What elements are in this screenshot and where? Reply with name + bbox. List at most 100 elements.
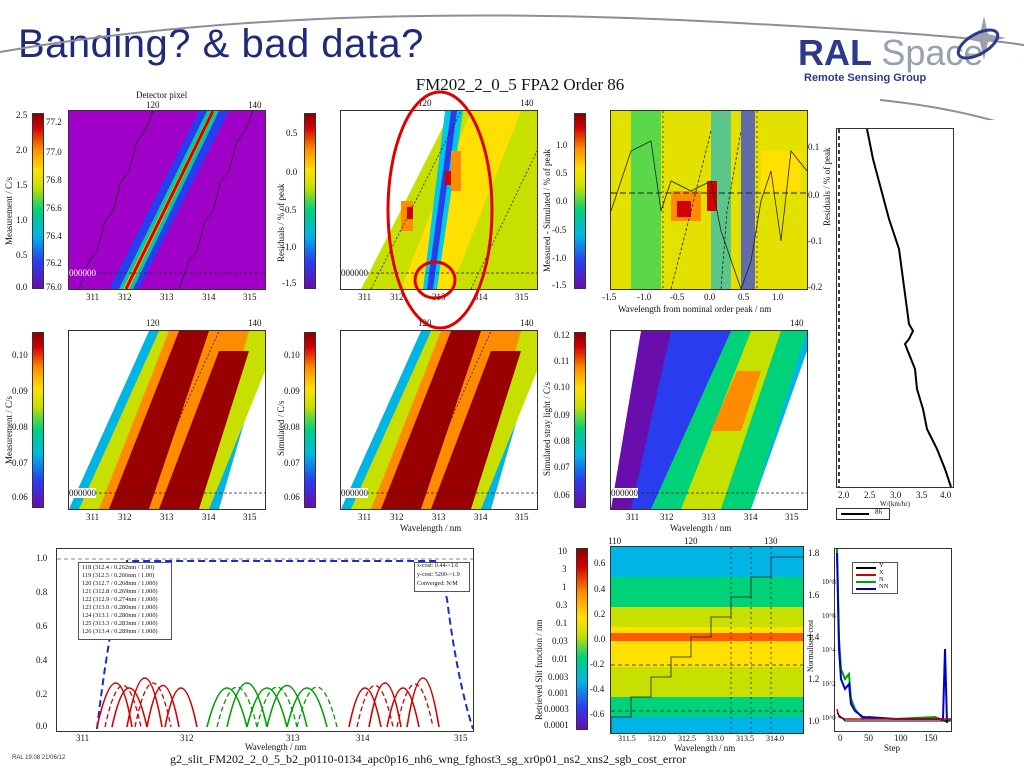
p1-colorbar <box>32 113 44 289</box>
side-legend-line <box>841 513 869 515</box>
retrieved-cbar-tick-8: 0.003 <box>548 672 569 682</box>
logo-subtitle: Remote Sensing Group <box>804 72 927 84</box>
side-y-tick-3: -0.1 <box>808 236 823 246</box>
p2-cbar-tick-4: -1.0 <box>282 242 297 252</box>
retrieved-cbar-tick-11: 0.0001 <box>544 720 569 730</box>
slit-y-tick-2: 0.8 <box>36 587 48 597</box>
retrieved-cbar-tick-7: 0.01 <box>552 654 568 664</box>
p4-x-tick-315: 315 <box>243 512 257 522</box>
retrieved-x-tick-4: 313.0 <box>706 734 724 743</box>
slit-y-tick-5: 0.2 <box>36 689 48 699</box>
slit-x-tick-2: 312 <box>180 733 194 743</box>
slit-legend-row-2: 119 (312.5 / 0.266nm / 1.00) <box>82 572 155 579</box>
p6-cbar-tick-7: 0.06 <box>554 490 570 500</box>
p1-echelle-tick-4: 76.6 <box>46 203 62 213</box>
p2-pixel-tick-120: 120 <box>418 98 432 108</box>
p4-x-tick-314: 314 <box>202 512 216 522</box>
annotation-ellipses <box>386 90 494 330</box>
retrieved-cbar-tick-9: 0.001 <box>548 688 569 698</box>
p3-cbar-tick-4: -0.5 <box>552 225 567 235</box>
slit-info-box: x-cost: 0.44->1.6 y-cost: 5200->1.9 Conv… <box>414 562 470 592</box>
p1-cbar-tick-1: 2.5 <box>16 110 28 120</box>
slit-legend-box: 118 (312.4 / 0.262nm / 1.00) 119 (312.5 … <box>78 562 172 640</box>
slit-info-ycost: y-cost: 5200->1.9 <box>417 572 460 578</box>
p5-x-tick-315: 315 <box>515 512 529 522</box>
slit-legend-row-3: 120 (312.7 / 0.268nm / 1.000) <box>82 580 158 587</box>
p4-x-tick-312: 312 <box>118 512 132 522</box>
p6-cbar-tick-6: 0.07 <box>554 462 570 472</box>
title-swoosh <box>0 14 1024 120</box>
p3-x-tick-5: 0.5 <box>738 292 750 302</box>
slit-info-converged: Converged: N/M <box>417 581 458 587</box>
p2-x-tick-311: 311 <box>358 292 372 302</box>
slit-xlabel: Wavelength / nm <box>245 742 307 752</box>
side-xlabel: W/(km/hr) <box>880 500 910 508</box>
p3-cbar-tick-1: 1.0 <box>556 140 568 150</box>
p3-xlabel: Wavelength from nominal order peak / nm <box>618 304 772 314</box>
cost-left-tick-1: 1.8 <box>808 548 820 558</box>
cost-log-tick-3: 10^4 <box>822 646 836 654</box>
p5-row-marker-left: 000000 <box>341 488 368 498</box>
slit-legend-row-1: 118 (312.4 / 0.262nm / 1.00) <box>82 564 155 571</box>
cost-x-tick-1: 0 <box>838 733 843 743</box>
p3-x-tick-6: 1.0 <box>772 292 784 302</box>
retrieved-cbar-tick-4: 0.3 <box>556 600 568 610</box>
cost-left-tick-4: 1.2 <box>808 674 820 684</box>
slit-legend-row-5: 122 (312.9 / 0.274nm / 1.000) <box>82 596 158 603</box>
cost-legend: Y X N NN <box>852 562 898 594</box>
p3-difference-map <box>610 110 808 290</box>
p5-xlabel: Wavelength / nm <box>400 523 462 533</box>
p1-echelle-tick-3: 76.8 <box>46 175 62 185</box>
retrieved-cbar-tick-2: 3 <box>562 564 567 574</box>
cost-log-tick-4: 10^2 <box>822 680 836 688</box>
timestamp-stamp: RAL 19:08 21/06/12 <box>12 755 66 761</box>
cost-log-tick-5: 10^0 <box>822 714 836 722</box>
retrieved-ylabel: Retrieved Slit function / nm <box>534 619 544 721</box>
slit-legend-row-4: 121 (312.8 / 0.269nm / 1.000) <box>82 588 158 595</box>
p3-cbar-tick-5: -1.0 <box>552 253 567 263</box>
side-y-tick-1: 0.1 <box>808 142 820 152</box>
slit-info-xcost: x-cost: 0.44->1.6 <box>417 563 459 569</box>
p6-xlabel: Wavelength / nm <box>670 523 732 533</box>
slit-x-tick-4: 314 <box>356 733 370 743</box>
p1-x-tick-311: 311 <box>86 292 100 302</box>
p5-x-tick-314: 314 <box>474 512 488 522</box>
p3-x-tick-3: -0.5 <box>670 292 685 302</box>
p6-x-tick-312: 312 <box>660 512 674 522</box>
p6-x-tick-311: 311 <box>626 512 640 522</box>
ral-space-logo: RAL Space Remote Sensing Group <box>786 10 1016 90</box>
p1-x-tick-312: 312 <box>118 292 132 302</box>
retrieved-slit-map <box>610 546 804 734</box>
p4-colorbar <box>32 332 44 508</box>
p1-row-marker-left: 000000 <box>69 268 96 278</box>
slit-y-tick-1: 1.0 <box>36 553 48 563</box>
p4-x-tick-313: 313 <box>160 512 174 522</box>
p4-x-tick-311: 311 <box>86 512 100 522</box>
figure-filename: g2_slit_FM202_2_0_5_b2_p0110-0134_apc0p1… <box>170 752 687 766</box>
p4-cbar-tick-5: 0.06 <box>12 492 28 502</box>
cost-legend-n: N <box>879 576 884 583</box>
p6-colorbar <box>574 332 586 508</box>
retrieved-inner-tick-7: -0.6 <box>590 709 605 719</box>
retrieved-cbar-tick-5: 0.1 <box>556 618 568 628</box>
p5-cbar-tick-3: 0.08 <box>284 422 300 432</box>
p1-pixel-tick-120: 120 <box>146 100 160 110</box>
retrieved-top-tick-1: 110 <box>608 536 622 546</box>
p1-echelle-tick-6: 76.2 <box>46 258 62 268</box>
cost-x-tick-3: 100 <box>894 733 908 743</box>
retrieved-inner-tick-1: 0.6 <box>594 558 606 568</box>
p2-cbar-tick-1: 0.5 <box>286 128 298 138</box>
p5-colorbar <box>304 332 316 508</box>
retrieved-cbar-tick-1: 10 <box>558 546 567 556</box>
p4-cbar-tick-4: 0.07 <box>12 458 28 468</box>
p3-cbar-tick-6: -1.5 <box>552 280 567 290</box>
p4-measurement-map <box>68 330 266 510</box>
p1-x-tick-313: 313 <box>160 292 174 302</box>
p2-x-tick-315: 315 <box>515 292 529 302</box>
p2-x-tick-312: 312 <box>390 292 404 302</box>
p3-x-tick-4: 0.0 <box>704 292 716 302</box>
slit-x-tick-1: 311 <box>76 733 90 743</box>
retrieved-inner-tick-5: -0.2 <box>590 659 605 669</box>
p4-cbar-tick-3: 0.08 <box>12 422 28 432</box>
slit-legend-row-6: 123 (313.0 / 0.280nm / 1.000) <box>82 604 158 611</box>
